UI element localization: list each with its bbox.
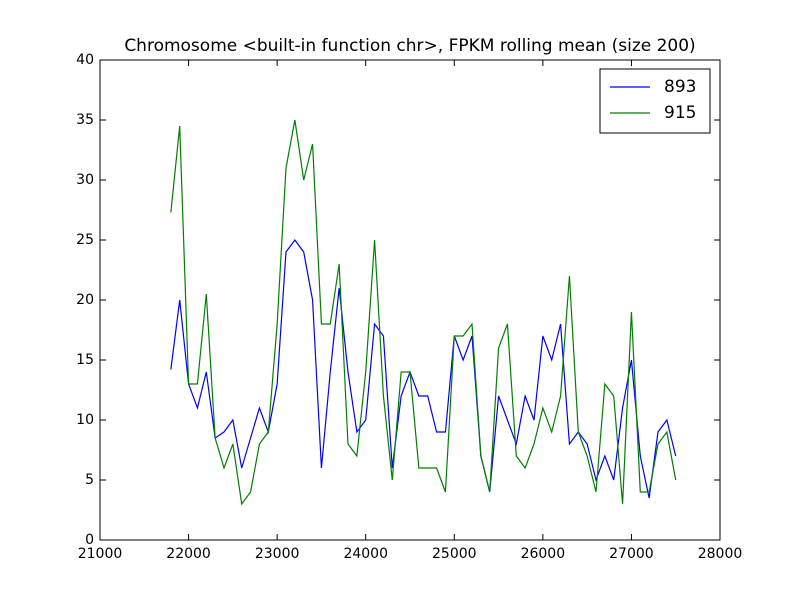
chart-title: Chromosome <built-in function chr>, FPKM… xyxy=(124,36,695,56)
y-tick-label: 40 xyxy=(76,52,94,68)
x-tick-label: 28000 xyxy=(698,546,743,562)
x-tick-label: 23000 xyxy=(255,546,300,562)
plot-frame xyxy=(99,59,721,541)
x-tick-label: 26000 xyxy=(521,546,566,562)
y-tick-label: 30 xyxy=(76,172,94,188)
y-tick-label: 5 xyxy=(85,472,94,488)
y-tick-label: 0 xyxy=(85,532,94,548)
x-tick-label: 22000 xyxy=(166,546,211,562)
y-tick-label: 15 xyxy=(76,352,94,368)
legend-label: 893 xyxy=(664,77,696,97)
y-tick-label: 10 xyxy=(76,412,94,428)
y-tick-label: 20 xyxy=(76,292,94,308)
data-line xyxy=(170,119,677,506)
legend-box xyxy=(599,68,711,134)
x-tick-label: 25000 xyxy=(432,546,477,562)
data-line xyxy=(170,238,677,499)
y-tick-label: 25 xyxy=(76,232,94,248)
x-tick-label: 21000 xyxy=(78,546,123,562)
legend-label: 915 xyxy=(664,103,696,123)
y-tick-label: 35 xyxy=(76,112,94,128)
x-tick-label: 24000 xyxy=(343,546,388,562)
x-tick-label: 27000 xyxy=(609,546,654,562)
